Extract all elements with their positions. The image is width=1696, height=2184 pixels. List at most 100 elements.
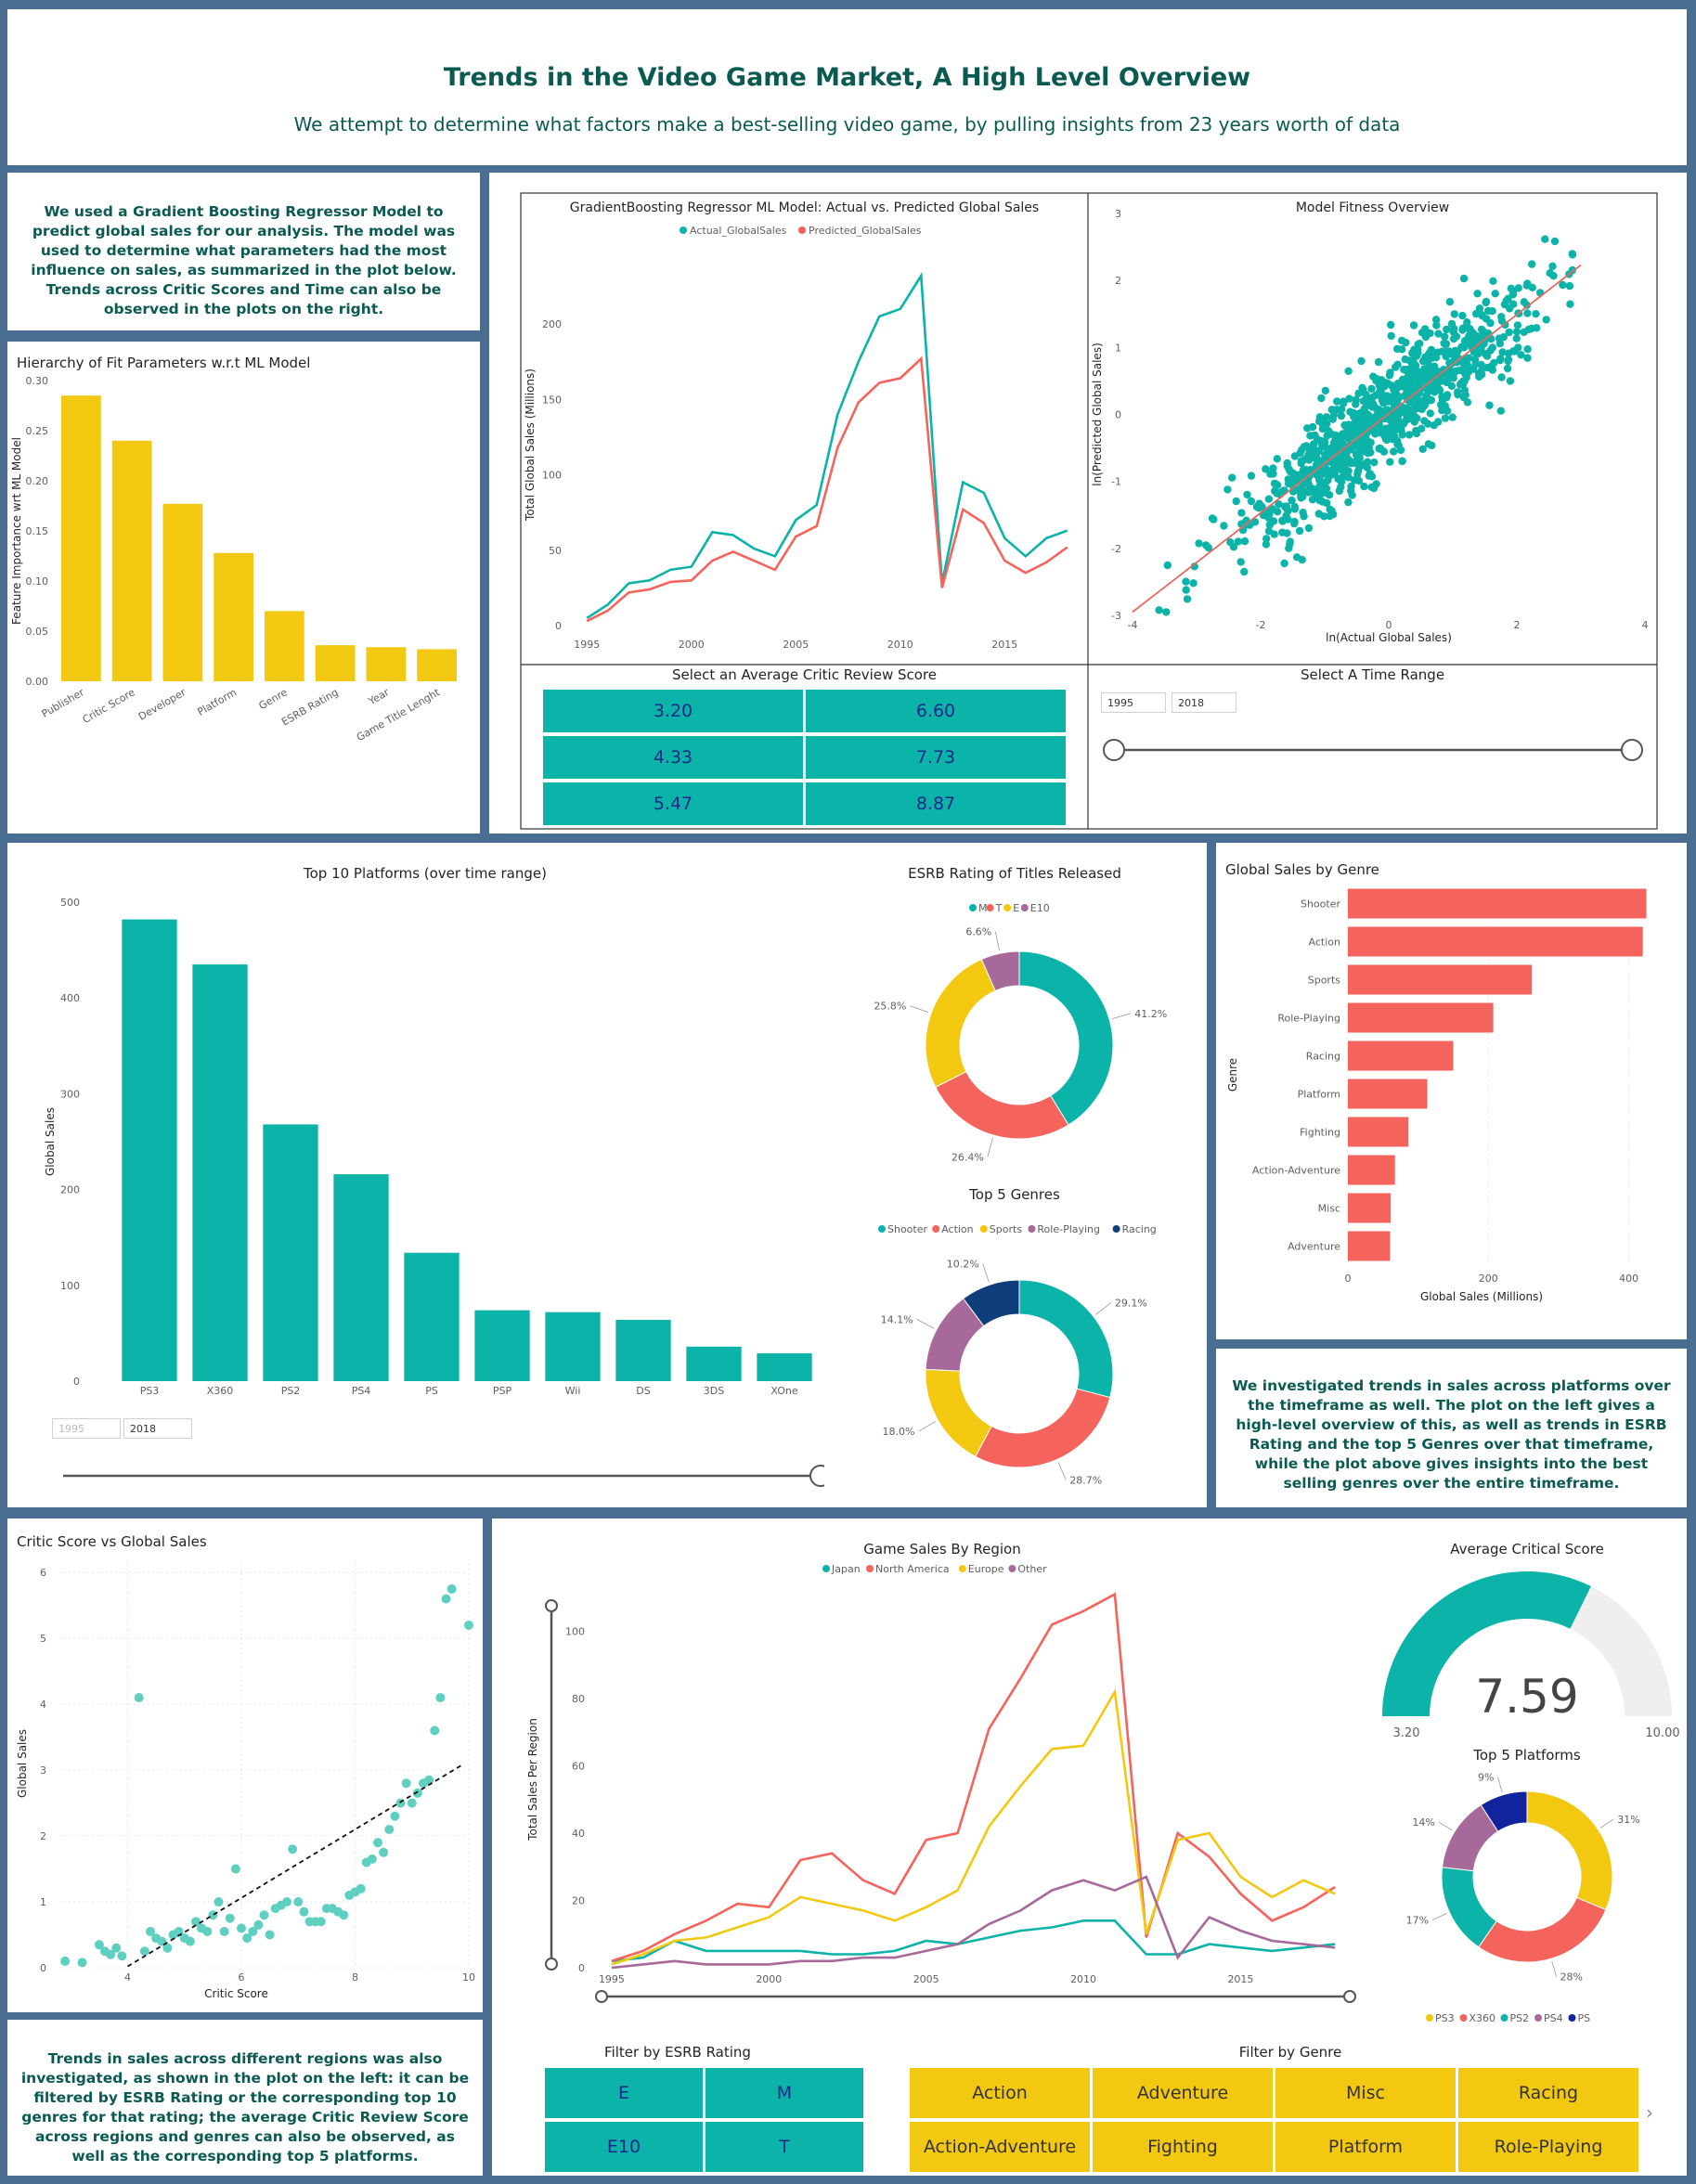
esrb-filter-t[interactable]: T <box>706 2122 863 2172</box>
platform-time-end-input[interactable]: 2018 <box>123 1418 192 1439</box>
x-tick-label: ESRB Rating <box>279 686 340 728</box>
donut-slice <box>1526 1790 1613 1911</box>
scatter-point <box>1228 473 1236 482</box>
slider-handle <box>1343 1990 1356 2003</box>
critic-option-2[interactable]: 6.60 <box>806 690 1066 732</box>
scatter-point <box>1443 368 1452 378</box>
scatter-point <box>1482 297 1491 306</box>
critic-option-4[interactable]: 7.73 <box>806 736 1066 779</box>
x-tick-label: 2005 <box>913 1973 939 1985</box>
genre-filter-action[interactable]: Action <box>910 2068 1090 2118</box>
x-tick-label: Genre <box>257 686 291 712</box>
scatter-point <box>1317 482 1326 491</box>
donut-slice <box>1478 1896 1607 1963</box>
scatter-point <box>1409 321 1418 330</box>
genre-filter-adventure[interactable]: Adventure <box>1093 2068 1273 2118</box>
genre-filter-role-playing[interactable]: Role-Playing <box>1458 2122 1638 2172</box>
scatter-point <box>401 1778 411 1789</box>
label-leader <box>982 1263 990 1283</box>
scatter-point <box>293 1897 304 1907</box>
scatter-point <box>379 1847 389 1857</box>
scatter-point <box>214 1897 224 1907</box>
genre-filter-racing[interactable]: Racing <box>1458 2068 1638 2118</box>
scatter-point <box>447 1583 457 1594</box>
y-tick-label: 0.30 <box>26 375 49 387</box>
bar <box>1348 1231 1391 1261</box>
genre-filter-platform[interactable]: Platform <box>1275 2122 1456 2172</box>
scatter-point <box>1496 407 1505 415</box>
y-tick-label: -1 <box>1111 476 1121 488</box>
y-axis-label: ln(Predicted Global Sales) <box>1091 342 1104 485</box>
critic-option-6[interactable]: 8.87 <box>806 782 1066 825</box>
scatter-point <box>316 1917 326 1927</box>
scatter-point <box>1345 394 1353 403</box>
platform-time-slider[interactable] <box>7 1457 824 1494</box>
legend-label: Action <box>941 1223 973 1235</box>
scatter-point <box>1329 410 1338 420</box>
genre-filter-fighting[interactable]: Fighting <box>1093 2122 1273 2172</box>
scatter-point <box>1434 418 1443 426</box>
esrb-filter-m[interactable]: M <box>706 2068 863 2118</box>
y-tick-label: -2 <box>1111 543 1121 555</box>
scatter-point <box>1533 324 1541 332</box>
scatter-point <box>1368 393 1377 402</box>
scatter-point <box>1523 279 1532 288</box>
gauge-value: 7.59 <box>1475 1670 1578 1724</box>
legend-marker <box>979 1225 988 1233</box>
genre-filter-action-adventure[interactable]: Action-Adventure <box>910 2122 1090 2172</box>
bar <box>757 1353 812 1381</box>
esrb-filter-e[interactable]: E <box>545 2068 703 2118</box>
scatter-point <box>1566 300 1574 308</box>
esrb-filter-e10[interactable]: E10 <box>545 2122 703 2172</box>
scatter-point <box>1412 429 1421 438</box>
critic-sales-chart: 0 1 2 3 4 5 6 4 6 8 10 Critic Score Global Sales <box>16 1559 475 2000</box>
legend-marker <box>798 226 806 234</box>
genre-filter-misc[interactable]: Misc <box>1275 2068 1456 2118</box>
scatter-point <box>1362 440 1370 448</box>
scatter-point <box>435 1693 446 1703</box>
scatter-point <box>1337 411 1346 420</box>
esrb-filter-title: Filter by ESRB Rating <box>604 2044 751 2061</box>
scatter-point <box>248 1926 258 1936</box>
scatter-point <box>1459 324 1468 332</box>
scatter-point <box>1356 460 1365 469</box>
y-tick-label: 100 <box>565 1626 585 1638</box>
y-tick-label: 0.05 <box>26 626 49 638</box>
time-end-input[interactable]: 2018 <box>1172 692 1236 713</box>
x-tick-label: 0 <box>1386 619 1392 631</box>
scatter-point <box>1349 408 1358 418</box>
scatter-point <box>1189 579 1198 588</box>
legend-label: PS3 <box>1435 2012 1455 2024</box>
time-range-slider[interactable] <box>1088 731 1657 769</box>
scatter-point <box>1327 471 1336 479</box>
scatter-point <box>288 1844 298 1854</box>
scatter-point <box>1333 397 1341 406</box>
y-tick-label: 0.10 <box>26 575 49 588</box>
label-leader <box>987 1137 993 1157</box>
platform-time-start-input[interactable]: 1995 <box>52 1418 121 1439</box>
intro-panel: We used a Gradient Boosting Regressor Mo… <box>7 173 480 330</box>
scatter-point <box>1382 406 1391 414</box>
chevron-right-icon[interactable]: › <box>1646 2101 1653 2124</box>
critic-option-5[interactable]: 5.47 <box>543 782 803 825</box>
bar <box>111 440 152 681</box>
region-text-panel: Trends in sales across different regions… <box>7 2020 483 2176</box>
critic-option-1[interactable]: 3.20 <box>543 690 803 732</box>
scatter-point <box>1250 518 1260 526</box>
scatter-point <box>1339 440 1347 448</box>
x-tick-label: 2010 <box>1070 1973 1096 1985</box>
scatter-point <box>1489 277 1497 285</box>
data-label: 10.2% <box>947 1258 979 1270</box>
scatter-point <box>1385 371 1394 380</box>
critic-sales-title: Critic Score vs Global Sales <box>17 1533 207 1550</box>
critic-option-3[interactable]: 4.33 <box>543 736 803 779</box>
scatter-point <box>1448 413 1456 421</box>
scatter-point <box>430 1725 440 1736</box>
x-tick-label: 0 <box>1345 1273 1352 1285</box>
y-tick-label: 0.25 <box>26 425 49 437</box>
scatter-point <box>1502 296 1510 305</box>
scatter-point <box>1449 328 1457 336</box>
scatter-point <box>1495 334 1504 342</box>
scatter-point <box>1439 393 1447 402</box>
time-start-input[interactable]: 1995 <box>1101 692 1166 713</box>
